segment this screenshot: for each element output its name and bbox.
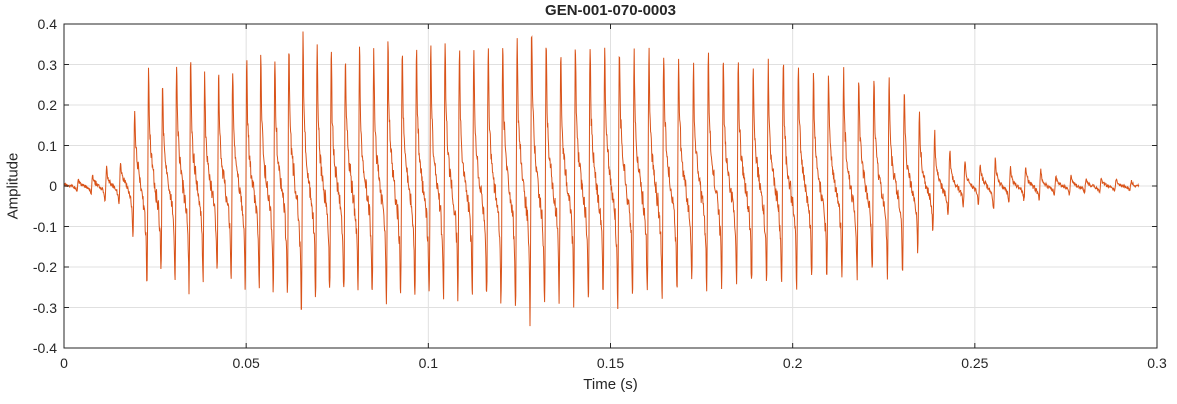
y-tick-label: 0.2: [37, 97, 57, 113]
y-tick-label: -0.3: [32, 299, 57, 316]
waveform-line: [63, 31, 1140, 327]
x-tick-label: 0.25: [961, 355, 989, 371]
axes-box: [63, 23, 1158, 349]
y-tick-label: 0: [49, 178, 57, 194]
y-tick-label: 0.1: [37, 137, 57, 154]
x-tick-label: 0: [60, 355, 68, 371]
x-tick-label: 0.1: [418, 355, 439, 371]
x-tick-label: 0.15: [596, 355, 625, 371]
x-axis-label: Time (s): [583, 376, 638, 393]
x-tick-label: 0.05: [232, 355, 260, 371]
x-tick-label: 0.3: [1147, 355, 1167, 371]
y-tick-label: 0.3: [37, 56, 57, 73]
x-tick-label: 0.2: [782, 355, 803, 371]
plot-title: GEN-001-070-0003: [545, 2, 676, 19]
y-tick-label: -0.2: [32, 259, 57, 275]
y-tick-label: 0.4: [37, 16, 57, 32]
y-tick-label: -0.1: [32, 218, 57, 235]
y-tick-label: -0.4: [32, 340, 57, 356]
